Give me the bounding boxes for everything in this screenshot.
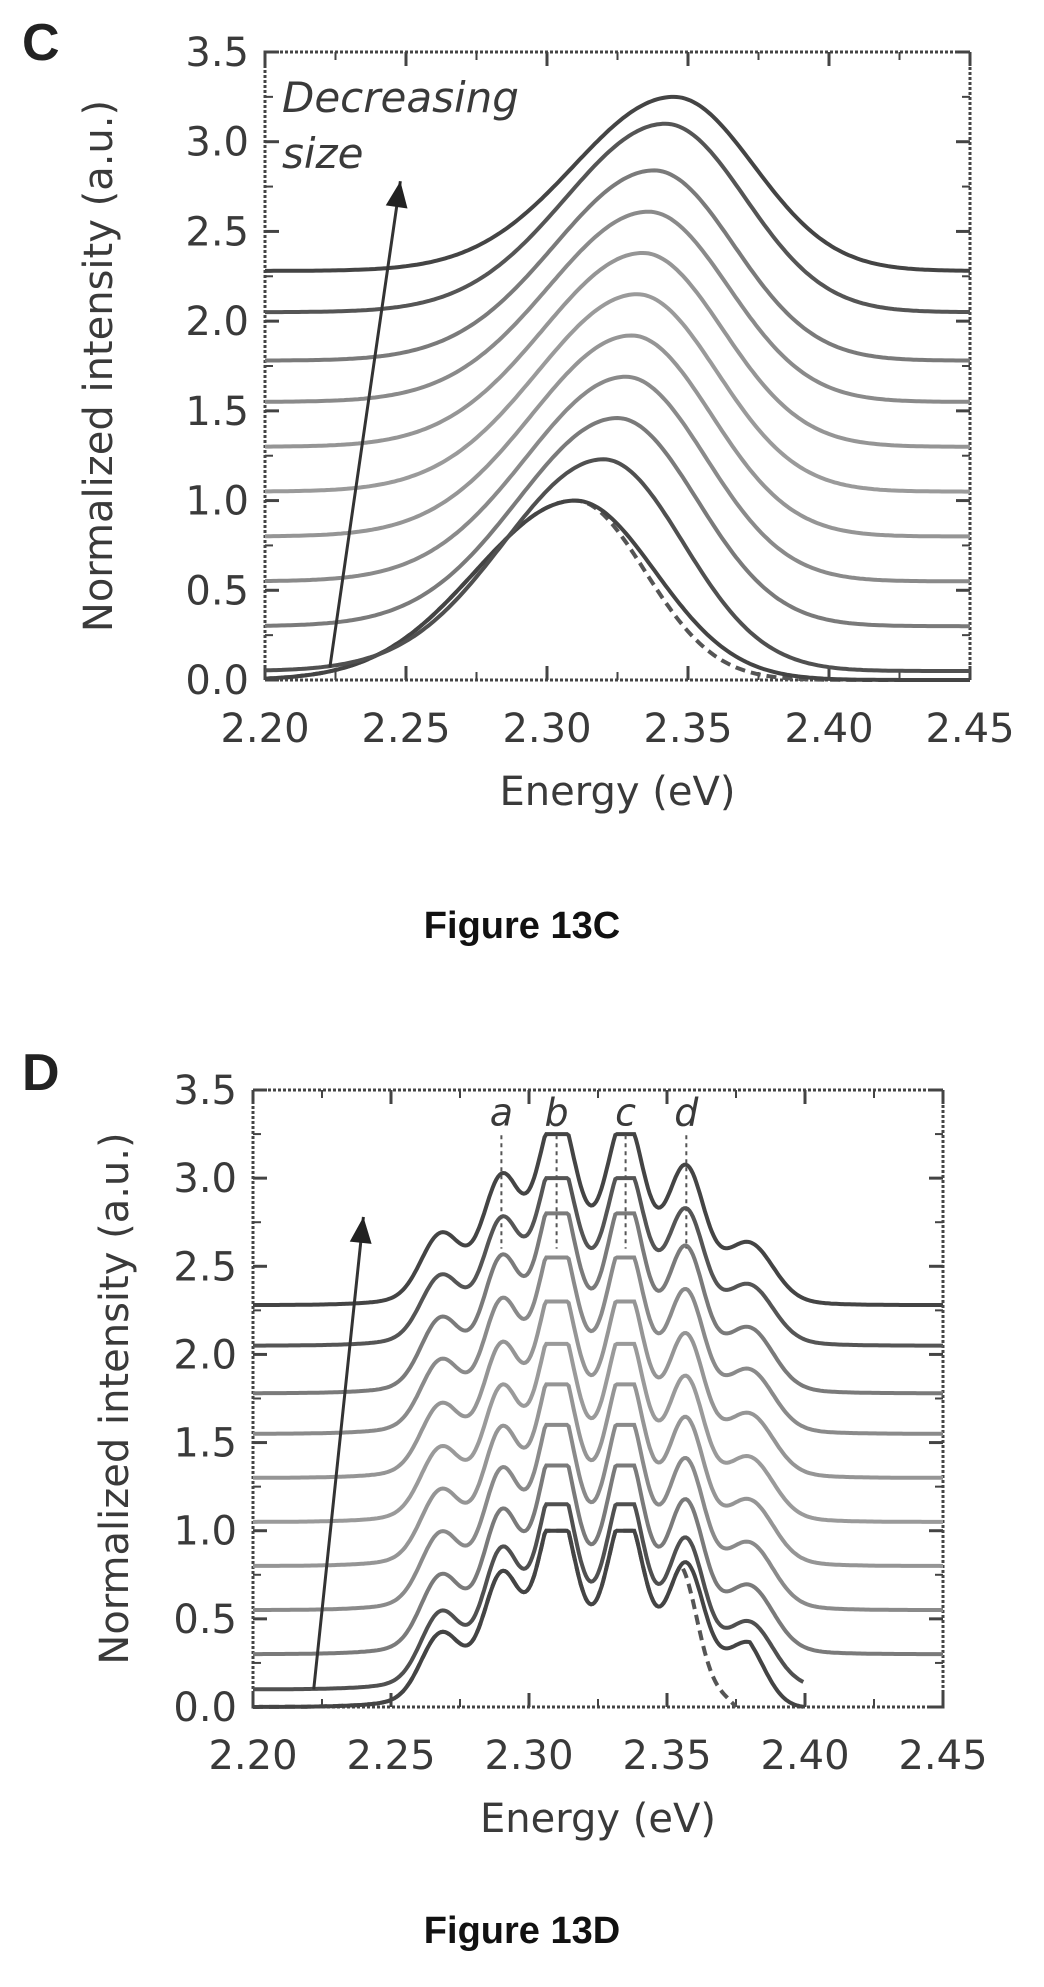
c-x-tick-label: 2.45 — [925, 706, 1014, 752]
x-axis-title-c: Energy (eV) — [500, 769, 736, 815]
d-series-line — [253, 1132, 944, 1308]
d-series-line — [253, 1528, 804, 1709]
c-y-tick-label: 2.5 — [185, 209, 249, 255]
d-series-line — [253, 1255, 943, 1436]
c-series-line — [265, 121, 970, 315]
c-series-line — [265, 333, 970, 539]
chart-d-svg: D 2.20 2.25 2.30 2.35 2.40 2.450.00.51.01.52.… — [22, 1044, 988, 1842]
annotation-decreasing: Decreasing — [282, 73, 519, 122]
figure-caption-13d: Figure 13D — [423, 1910, 621, 1952]
chart-panel-d: D 2.20 2.25 2.30 2.35 2.40 2.45 0.0 0.5 1.0 1.5 2.… — [0, 1000, 1044, 1987]
d-y-tick-label: 0.0 — [173, 1685, 237, 1731]
chart-c-plot: 2.20 2.25 2.30 2.35 2.40 2.45 0.0 0.5 1.0 1.5 2.0 2… — [185, 30, 1014, 752]
c-x-tick-label: 2.30 — [502, 706, 591, 752]
d-peak-label-a: a — [490, 1090, 513, 1134]
d-x-tick-label: 2.25 — [346, 1733, 435, 1779]
c-series-line — [264, 498, 970, 682]
d-x-tick-label: 2.35 — [622, 1733, 711, 1779]
c-series-line — [265, 209, 970, 404]
d-series-line — [253, 1341, 943, 1524]
c-y-tick-label: 3.5 — [185, 30, 249, 76]
d-y-tick-label: 3.0 — [173, 1156, 237, 1202]
d-series-line — [253, 1382, 943, 1568]
d-series-line — [253, 1211, 943, 1396]
d-y-tick-label: 0.5 — [173, 1597, 237, 1643]
d-y-tick-label: 1.5 — [173, 1421, 237, 1467]
d-series-line — [253, 1502, 805, 1692]
x-axis-title-d: Energy (eV) — [480, 1796, 716, 1842]
figure-caption-13c: Figure 13C — [423, 905, 621, 947]
d-y-tick-label: 2.5 — [173, 1244, 237, 1290]
c-series-line — [265, 251, 970, 449]
d-arrow-head — [349, 1216, 372, 1244]
c-arrow-shaft — [328, 180, 402, 668]
c-x-tick-label: 2.20 — [220, 706, 309, 752]
d-series-line — [253, 1176, 943, 1348]
d-x-tick-label: 2.40 — [760, 1733, 849, 1779]
c-x-tick-label: 2.35 — [643, 706, 732, 752]
c-series-line — [265, 94, 970, 273]
c-x-tick-label: 2.25 — [361, 706, 450, 752]
c-y-tick-label: 1.0 — [185, 479, 249, 525]
d-y-tick-label: 3.5 — [173, 1068, 237, 1114]
chart-d-plot: 2.20 2.25 2.30 2.35 2.40 2.45 0.0 0.5 1.0 1.5 2.0 2… — [173, 1068, 987, 1779]
d-y-tick-label: 2.0 — [173, 1332, 237, 1378]
c-series-line — [264, 415, 970, 629]
d-peak-label-c: c — [615, 1090, 636, 1134]
d-series-line — [253, 1299, 943, 1480]
c-arrow-head — [385, 181, 408, 209]
d-plot-frame — [251, 1088, 945, 1709]
y-axis-title-d: Normalized intensity (a.u.) — [92, 1132, 138, 1664]
chart-panel-c: C 2.20 2.25 2.30 2.35 2.40 2.45 0.0 0.5 1.0 1.5 2.… — [0, 0, 1044, 990]
d-x-tick-label: 2.30 — [484, 1733, 573, 1779]
d-x-tick-label: 2.45 — [898, 1733, 987, 1779]
d-peak-label-d: d — [674, 1090, 699, 1134]
d-arrow-shaft — [312, 1216, 365, 1690]
c-x-tick-label: 2.40 — [784, 706, 873, 752]
c-y-tick-label: 0.5 — [185, 568, 249, 614]
d-series-line — [253, 1422, 943, 1612]
y-axis-title-c: Normalized intensity (a.u.) — [76, 100, 122, 632]
chart-c-svg: C 2.20 2.25 2.30 2.35 2.40 2.450.00.51.01.52.… — [22, 14, 1015, 815]
c-series-line — [265, 168, 970, 363]
c-series-line — [265, 292, 970, 494]
c-series-line — [265, 374, 970, 584]
c-series-line — [264, 457, 970, 673]
c-y-tick-label: 0.0 — [185, 658, 249, 704]
d-x-tick-label: 2.20 — [208, 1733, 297, 1779]
c-y-tick-label: 2.0 — [185, 299, 249, 345]
c-y-tick-label: 1.5 — [185, 389, 249, 435]
c-y-tick-label: 3.0 — [185, 120, 249, 166]
panel-letter-d: D — [22, 1044, 60, 1102]
d-y-tick-label: 1.0 — [173, 1509, 237, 1555]
d-peak-label-b: b — [545, 1090, 569, 1134]
annotation-size: size — [282, 129, 363, 178]
panel-letter-c: C — [22, 14, 60, 72]
d-series-line — [253, 1463, 943, 1657]
